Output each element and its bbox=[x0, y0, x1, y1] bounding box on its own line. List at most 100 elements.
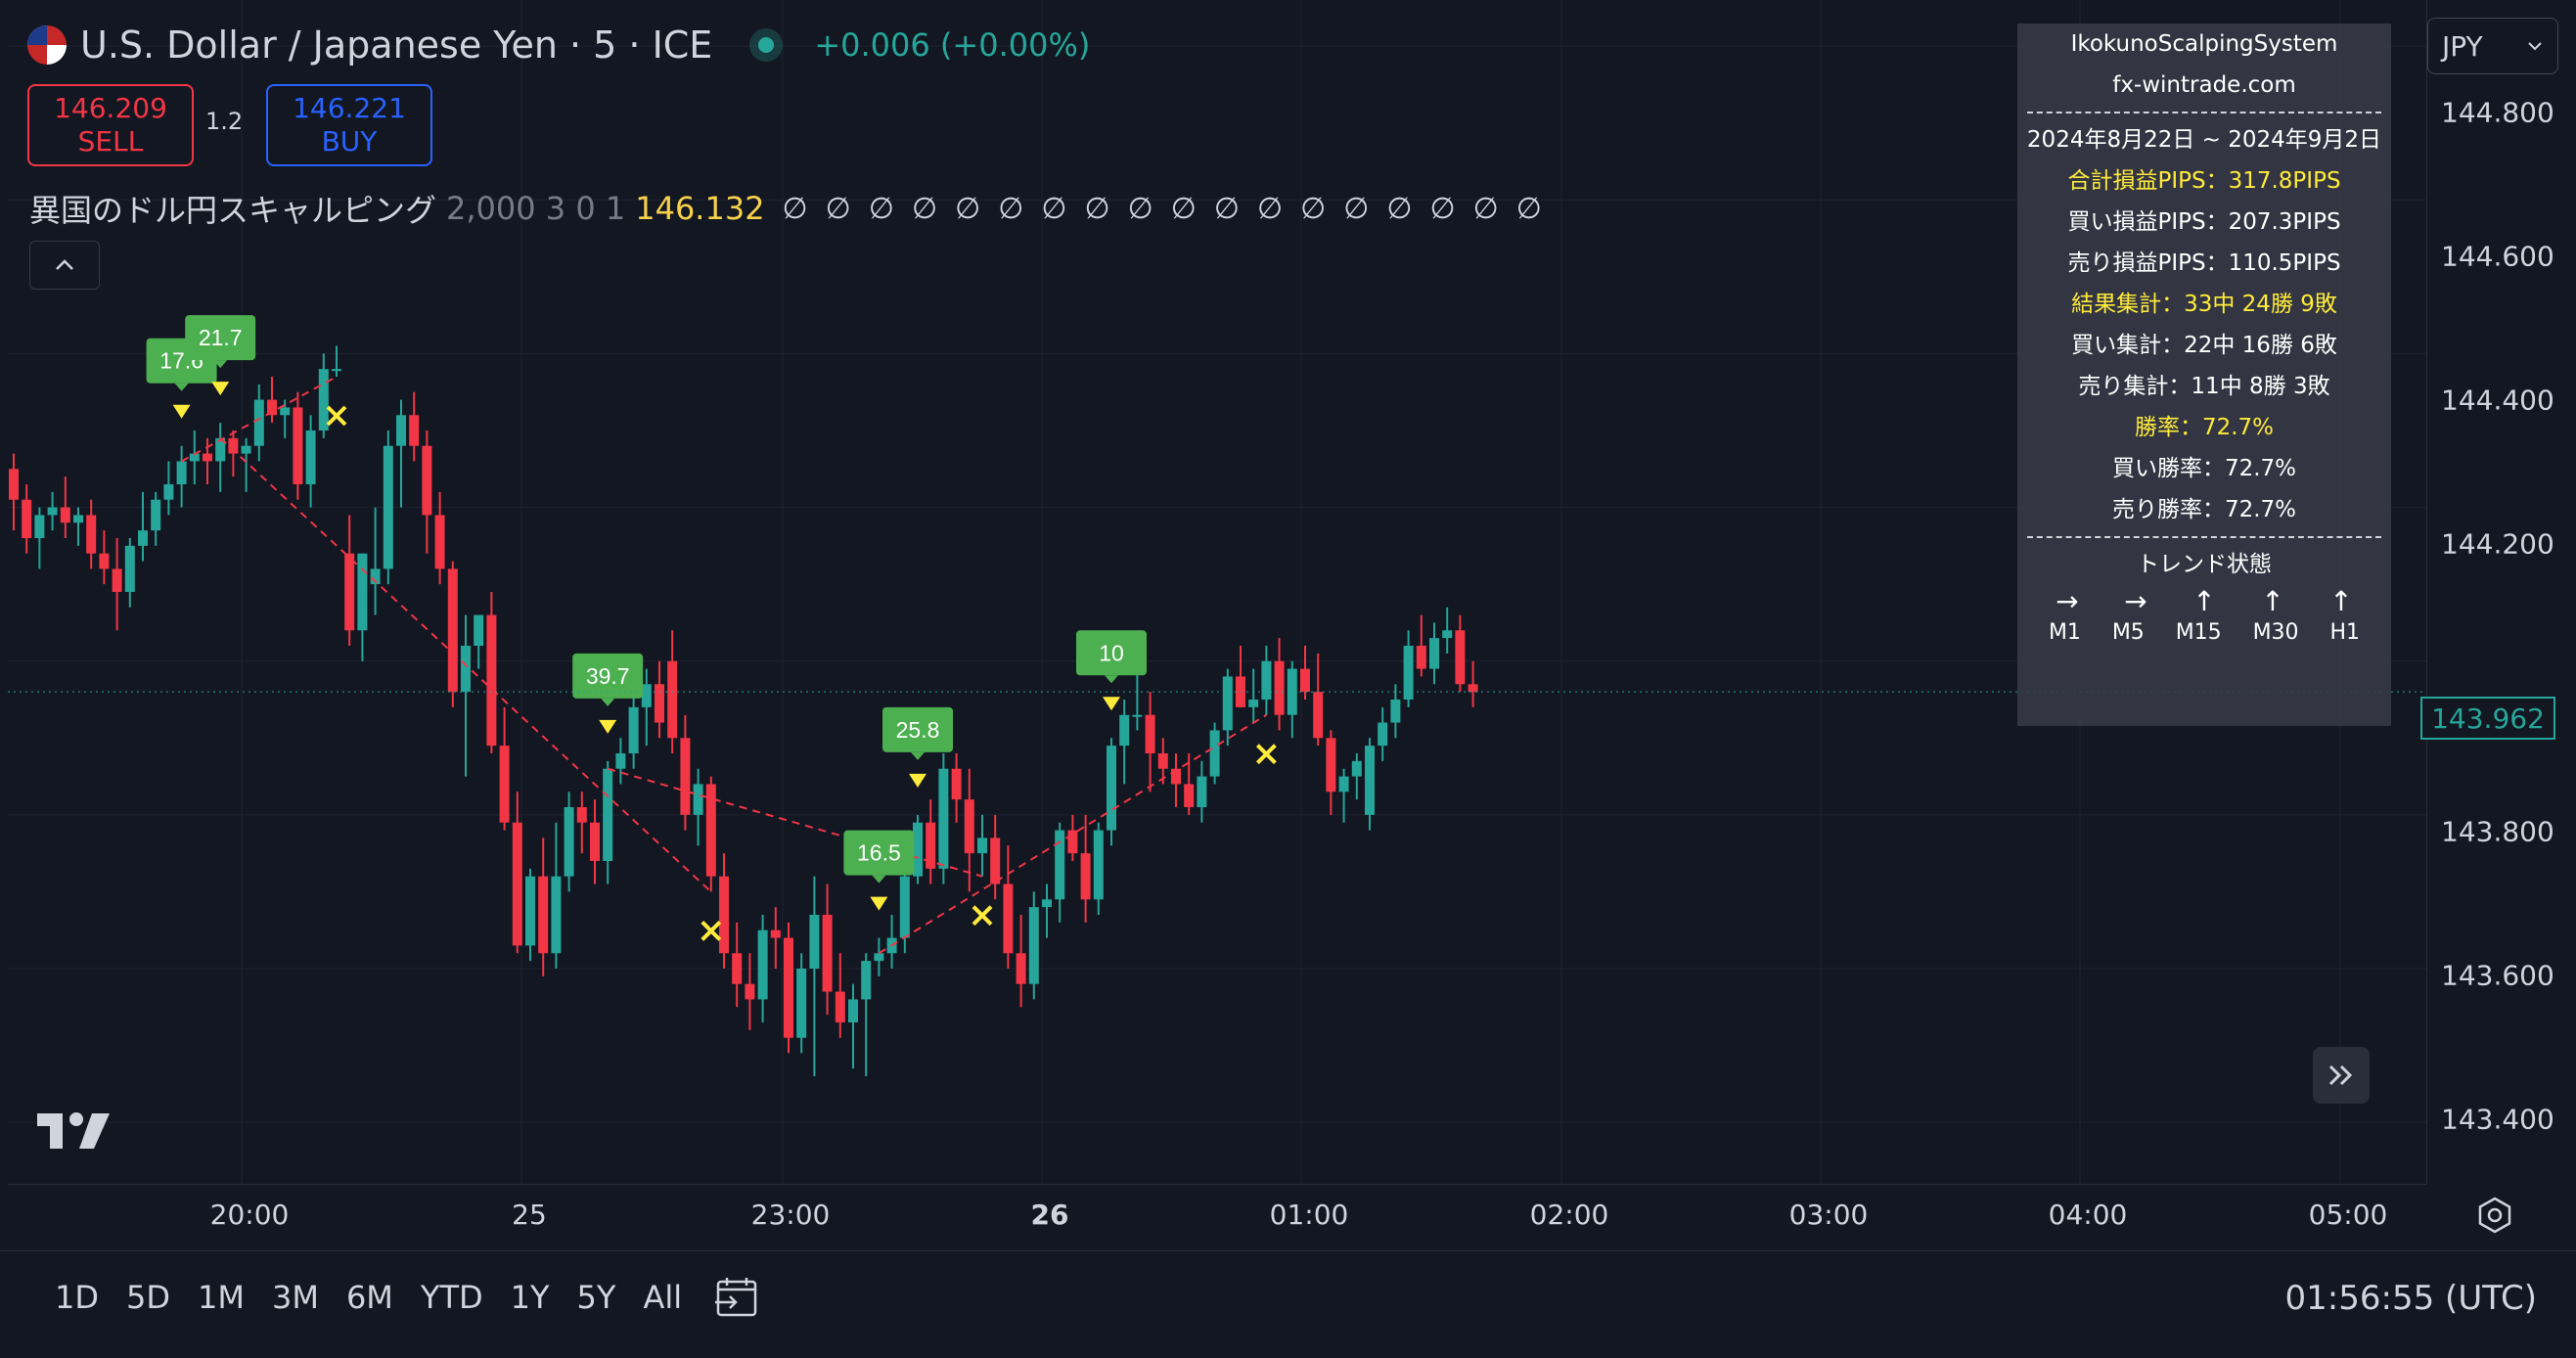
sell-button[interactable]: 146.209 SELL bbox=[27, 84, 194, 166]
candle-body bbox=[525, 876, 535, 946]
stats-win-rate: 勝率：72.7% bbox=[2134, 415, 2275, 440]
candle-body bbox=[861, 961, 872, 1000]
candle-body bbox=[22, 499, 32, 538]
tradingview-logo-icon[interactable] bbox=[35, 1109, 113, 1153]
candle-body bbox=[913, 822, 923, 877]
candle-body bbox=[1209, 730, 1220, 777]
range-button-5d[interactable]: 5D bbox=[126, 1279, 170, 1316]
stats-title: IkokunoScalpingSystem bbox=[2070, 31, 2338, 57]
trend-label-m15: M15 bbox=[2175, 620, 2222, 645]
price-tick: 144.200 bbox=[2441, 527, 2554, 561]
trade-path-line bbox=[607, 767, 983, 878]
candle-body bbox=[745, 983, 755, 1000]
utc-clock[interactable]: 01:56:55 (UTC) bbox=[2284, 1279, 2537, 1318]
candle-body bbox=[938, 768, 949, 869]
range-button-6m[interactable]: 6M bbox=[345, 1279, 393, 1316]
time-tick: 25 bbox=[512, 1199, 547, 1231]
stats-sell-total: 売り集計：11中 8勝 3敗 bbox=[2078, 374, 2330, 399]
candle-body bbox=[667, 660, 678, 739]
currency-select[interactable]: JPY bbox=[2427, 18, 2558, 74]
candle-body bbox=[47, 507, 58, 516]
trend-label-h1: H1 bbox=[2329, 620, 2360, 645]
chart-settings-button[interactable] bbox=[2475, 1196, 2514, 1235]
trade-path-line bbox=[219, 437, 712, 893]
stats-result-total: 結果集計：33中 24勝 9敗 bbox=[2071, 292, 2337, 317]
candle-body bbox=[512, 822, 522, 946]
candle-body bbox=[551, 876, 562, 954]
go-to-date-button[interactable] bbox=[712, 1273, 761, 1322]
candle-body bbox=[655, 684, 664, 723]
candle-body bbox=[253, 399, 264, 446]
candle-body bbox=[318, 369, 329, 430]
candle-body bbox=[447, 568, 458, 693]
price-tick: 143.400 bbox=[2441, 1103, 2554, 1136]
time-axis[interactable]: 20:00 25 23:00 26 01:00 02:00 03:00 04:0… bbox=[8, 1184, 2426, 1248]
date-range-buttons: 1D 5D 1M 3M 6M YTD 1Y 5Y All bbox=[41, 1279, 696, 1316]
candle-body bbox=[86, 515, 97, 554]
candle-body bbox=[422, 445, 432, 516]
exit-cross-marker bbox=[972, 905, 993, 927]
buy-button[interactable]: 146.221 BUY bbox=[266, 84, 432, 166]
trade-path-line bbox=[878, 713, 1267, 955]
symbol-header: U.S. Dollar / Japanese Yen · 5 · ICE +0.… bbox=[27, 18, 1090, 72]
candle-body bbox=[138, 530, 148, 546]
candle-body bbox=[538, 876, 549, 954]
candle-body bbox=[124, 545, 135, 592]
chart-area[interactable]: 17.6 21.7 39.7 16.5 25.8 10 bbox=[8, 0, 2426, 1184]
range-button-all[interactable]: All bbox=[643, 1279, 683, 1316]
trend-label-m1: M1 bbox=[2048, 620, 2081, 645]
candle-body bbox=[693, 784, 703, 815]
price-axis[interactable]: 144.800 144.600 144.400 144.200 143.800 … bbox=[2426, 0, 2576, 1184]
candle-body bbox=[1119, 714, 1130, 747]
range-button-1y[interactable]: 1Y bbox=[510, 1279, 550, 1316]
candle-body bbox=[1468, 684, 1478, 693]
candle-body bbox=[344, 553, 355, 631]
indicator-legend[interactable]: 異国のドル円スキャルピング 2,000 3 0 1 146.132 ∅∅∅∅∅∅… bbox=[29, 186, 1559, 231]
candle-body bbox=[1107, 746, 1116, 831]
buy-price: 146.221 bbox=[293, 92, 406, 124]
price-tick: 144.400 bbox=[2441, 384, 2554, 417]
gear-icon bbox=[2478, 1197, 2511, 1234]
candlestick-chart[interactable]: 17.621.739.716.525.810 bbox=[8, 0, 2426, 1184]
sell-price: 146.209 bbox=[54, 92, 167, 124]
range-button-ytd[interactable]: YTD bbox=[420, 1279, 483, 1316]
double-chevron-right-icon bbox=[2328, 1064, 2353, 1086]
candle-body bbox=[189, 453, 200, 462]
candle-body bbox=[835, 991, 845, 1022]
profit-label: 10 bbox=[1099, 640, 1124, 665]
candle-body bbox=[1416, 646, 1426, 669]
profit-label: 39.7 bbox=[586, 663, 630, 689]
candle-body bbox=[603, 768, 613, 861]
candle-body bbox=[1028, 907, 1039, 984]
candle-body bbox=[176, 461, 187, 484]
symbol-title[interactable]: U.S. Dollar / Japanese Yen · 5 · ICE bbox=[80, 23, 713, 67]
candle-body bbox=[1222, 676, 1233, 731]
trend-arrow-m30: ↑ bbox=[2261, 585, 2284, 617]
trend-arrow-h1: ↑ bbox=[2329, 585, 2353, 617]
stats-divider bbox=[2027, 112, 2381, 113]
range-button-1d[interactable]: 1D bbox=[55, 1279, 99, 1316]
stats-sell-pips: 売り損益PIPS：110.5PIPS bbox=[2067, 250, 2341, 276]
sell-signal-marker bbox=[599, 719, 617, 734]
candle-body bbox=[474, 614, 484, 646]
range-button-3m[interactable]: 3M bbox=[271, 1279, 319, 1316]
scroll-to-realtime-button[interactable] bbox=[2313, 1047, 2370, 1104]
time-tick: 23:00 bbox=[750, 1199, 831, 1231]
range-button-1m[interactable]: 1M bbox=[198, 1279, 245, 1316]
collapse-legend-button[interactable] bbox=[29, 241, 100, 290]
indicator-name[interactable]: 異国のドル円スキャルピング bbox=[29, 192, 437, 229]
candle-body bbox=[1313, 692, 1324, 739]
indicator-value: 146.132 bbox=[635, 190, 765, 227]
candle-body bbox=[203, 453, 212, 462]
candle-body bbox=[1261, 660, 1272, 700]
range-button-5y[interactable]: 5Y bbox=[576, 1279, 616, 1316]
market-status-icon[interactable] bbox=[749, 28, 784, 62]
stats-buy-pips: 買い損益PIPS：207.3PIPS bbox=[2067, 209, 2341, 235]
candle-body bbox=[770, 929, 781, 938]
candle-body bbox=[899, 876, 910, 938]
candle-body bbox=[1274, 660, 1285, 715]
stats-period: 2024年8月22日 ~ 2024年9月2日 bbox=[2026, 127, 2382, 153]
profit-label-pointer bbox=[213, 360, 228, 369]
sell-signal-marker bbox=[870, 896, 888, 911]
time-tick: 20:00 bbox=[209, 1199, 290, 1231]
